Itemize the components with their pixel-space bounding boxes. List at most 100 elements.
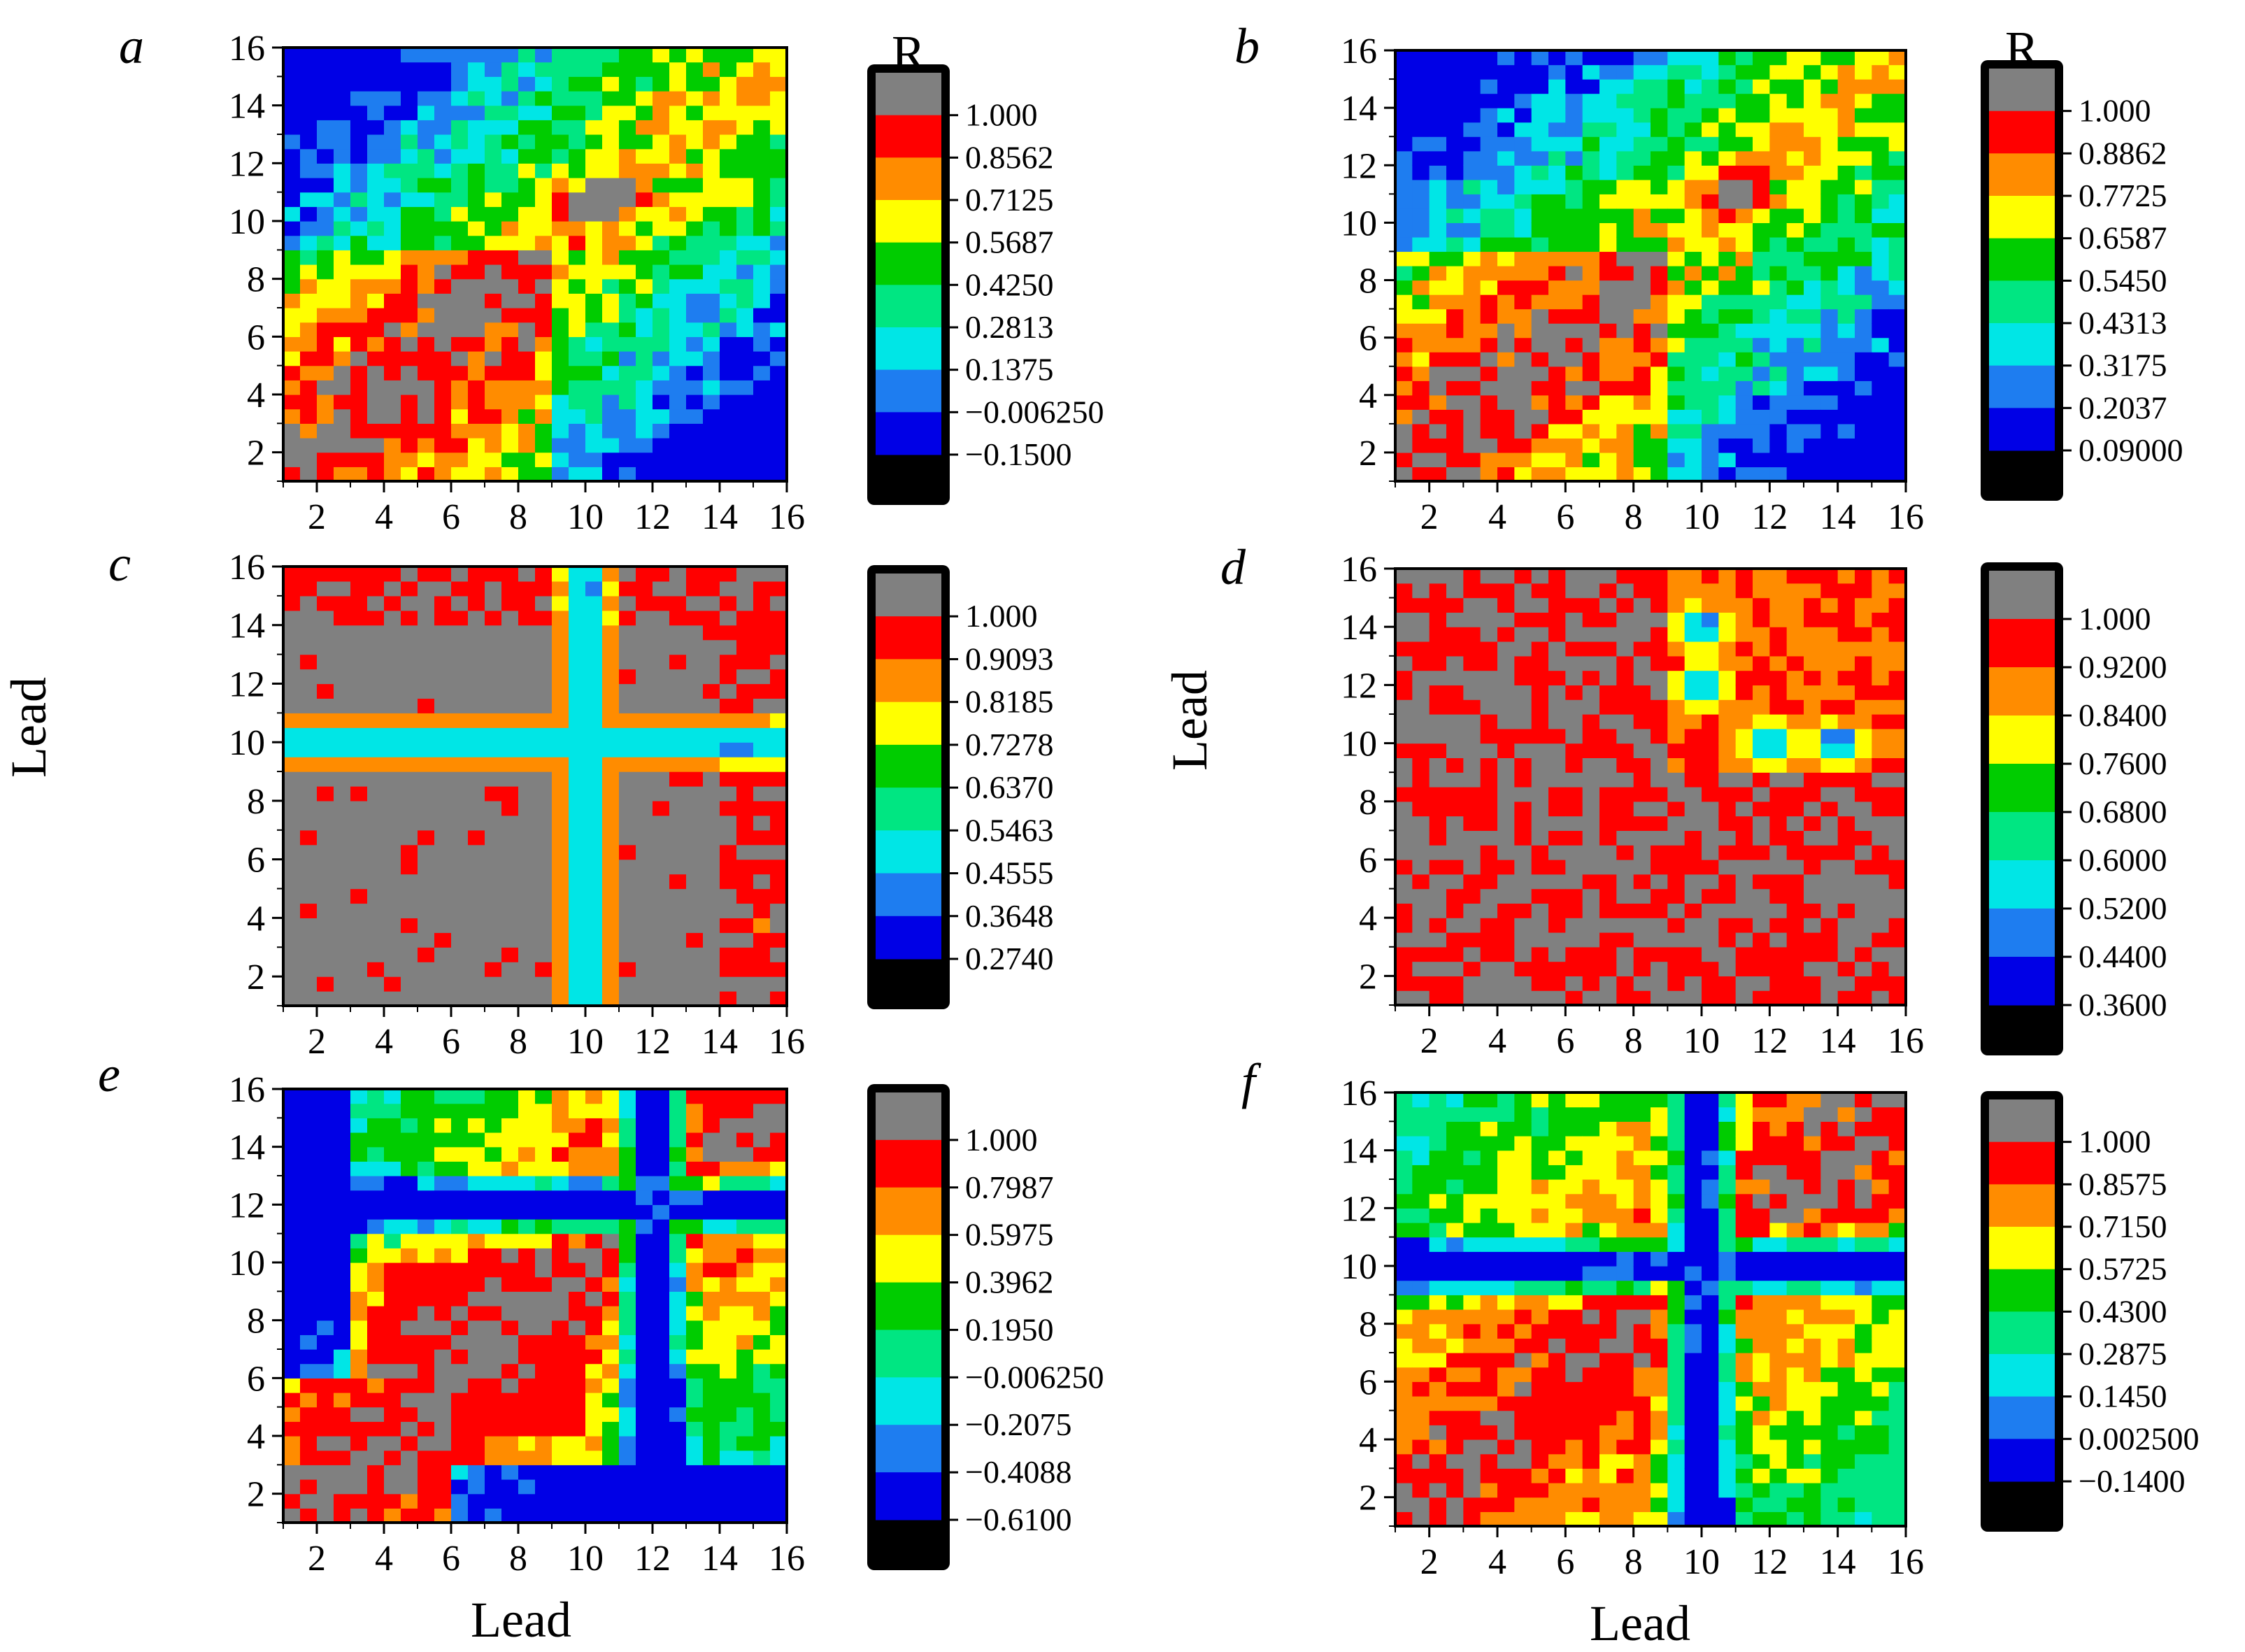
heatmap-cell [1684,394,1702,410]
heatmap-cell [1582,946,1600,962]
heatmap-cell [1514,251,1532,266]
heatmap-cell [1769,337,1788,353]
heatmap-cell [350,991,368,1006]
heatmap-cell [283,380,301,395]
heatmap-cell [753,1363,771,1379]
heatmap-cell [1633,583,1651,599]
heatmap-cell [1395,64,1413,80]
heatmap-cell [501,1306,519,1321]
heatmap-cell [1769,150,1788,166]
heatmap-cell [451,250,469,265]
heatmap-cell [1531,888,1549,904]
heatmap-cell [636,423,653,439]
heatmap-cell [501,932,519,948]
heatmap-cell [1702,990,1719,1006]
heatmap-cell [1463,93,1481,108]
heatmap-cell [1429,685,1447,700]
heatmap-cells [283,1089,787,1523]
heatmap-cell [350,976,368,992]
heatmap-cell [1395,266,1413,281]
colorbar-swatch [876,412,941,455]
heatmap-cell [1480,772,1498,788]
heatmap-cell [485,264,502,280]
heatmap-cell [1837,64,1855,80]
heatmap-cell [1888,179,1907,194]
colorbar-level-label: 0.7725 [2079,178,2167,213]
heatmap-cell [451,1378,469,1393]
heatmap-cell [703,698,720,713]
heatmap-cell [1872,874,1890,890]
y-tick-label: 10 [229,202,265,242]
heatmap-cell [1786,918,1804,933]
heatmap-cell [585,1276,603,1292]
heatmap-cell [1753,583,1770,599]
heatmap-cell [585,1479,603,1495]
heatmap-cell [451,308,469,323]
y-tick-label: 16 [229,548,265,588]
heatmap-cell [535,1262,553,1278]
heatmap-cell [1599,380,1617,396]
heatmap-cell [451,1508,469,1523]
heatmap-cell [367,698,385,713]
heatmap-cell [1684,136,1702,152]
heatmap-cell [451,48,469,63]
heatmap-cell [703,1508,720,1523]
heatmap-cell [1820,685,1839,700]
heatmap-cell [451,163,469,178]
heatmap-cell [468,467,485,482]
heatmap-cell [1548,280,1566,295]
heatmap-cell [653,1407,670,1422]
heatmap-cell [334,757,351,772]
heatmap-cell [1633,79,1651,94]
heatmap-cell [585,120,603,135]
heatmap-cell [1480,308,1498,324]
heatmap-cell [501,567,519,582]
heatmap-cell [1548,337,1566,353]
heatmap-cell [1531,990,1549,1006]
panel-b: 2 4 6 8 10 12 14 16246810121416b1.0000.88620.77… [1234,18,2183,537]
heatmap-cell [736,932,754,948]
heatmap-cell [350,1493,368,1509]
heatmap-cell [585,1161,603,1176]
heatmap-cell [720,1161,737,1176]
heatmap-cell [1531,612,1549,627]
heatmap-cell [753,1233,771,1248]
heatmap-cell [317,1262,334,1278]
heatmap-cell [703,76,720,92]
heatmap-cell [619,1378,636,1393]
heatmap-cell [703,829,720,846]
heatmap-cell [1429,438,1447,453]
heatmap-cell [1463,266,1481,281]
heatmap-cell [669,1465,687,1480]
heatmap-cell [451,178,469,193]
heatmap-cell [317,1320,334,1335]
heatmap-cell [1633,787,1651,802]
heatmap-cell [636,452,653,467]
heatmap-cell [552,206,569,222]
heatmap-cell [350,800,368,816]
heatmap-cell [569,423,586,439]
heatmap-cell [317,351,334,366]
heatmap-cell [1429,1381,1447,1397]
heatmap-cell [720,639,737,655]
heatmap-cell [1769,179,1788,194]
heatmap-cell [1514,352,1532,367]
colorbar-level-label: 0.9200 [2079,649,2167,685]
heatmap-cell [1769,569,1788,584]
heatmap-cell [1616,728,1634,744]
heatmap-cell [300,1132,318,1148]
heatmap-cell [1395,93,1413,108]
heatmap-cell [1446,394,1464,410]
heatmap-cell [1446,903,1464,918]
heatmap-cell [1514,816,1532,831]
heatmap-cell [535,976,553,992]
heatmap-cell [1718,452,1737,468]
heatmap-cell [350,727,368,743]
heatmap-cell [501,713,519,728]
heatmap-cell [300,669,318,685]
heatmap-cell [1480,946,1498,962]
heatmap-cell [401,639,418,655]
heatmap-cell [418,62,435,77]
heatmap-cell [535,859,553,875]
heatmap-cell [283,1118,301,1133]
